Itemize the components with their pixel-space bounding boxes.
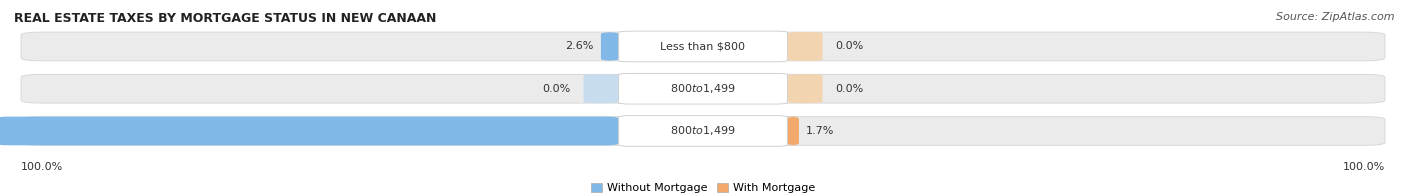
- Text: 0.0%: 0.0%: [835, 42, 863, 51]
- FancyBboxPatch shape: [583, 74, 619, 103]
- FancyBboxPatch shape: [21, 32, 1385, 61]
- Text: $800 to $1,499: $800 to $1,499: [671, 82, 735, 95]
- Text: $800 to $1,499: $800 to $1,499: [671, 124, 735, 137]
- FancyBboxPatch shape: [619, 73, 787, 104]
- Text: 1.7%: 1.7%: [806, 126, 834, 136]
- Text: 2.6%: 2.6%: [565, 42, 593, 51]
- FancyBboxPatch shape: [619, 116, 787, 146]
- FancyBboxPatch shape: [619, 31, 787, 62]
- Text: 0.0%: 0.0%: [543, 84, 571, 94]
- FancyBboxPatch shape: [787, 32, 823, 61]
- FancyBboxPatch shape: [0, 117, 619, 145]
- FancyBboxPatch shape: [785, 117, 801, 145]
- Text: REAL ESTATE TAXES BY MORTGAGE STATUS IN NEW CANAAN: REAL ESTATE TAXES BY MORTGAGE STATUS IN …: [14, 12, 436, 25]
- Text: Source: ZipAtlas.com: Source: ZipAtlas.com: [1277, 12, 1395, 22]
- Text: 0.0%: 0.0%: [835, 84, 863, 94]
- FancyBboxPatch shape: [600, 32, 619, 61]
- FancyBboxPatch shape: [787, 74, 823, 103]
- Legend: Without Mortgage, With Mortgage: Without Mortgage, With Mortgage: [591, 183, 815, 193]
- FancyBboxPatch shape: [21, 117, 1385, 145]
- Text: 100.0%: 100.0%: [21, 162, 63, 172]
- FancyBboxPatch shape: [21, 74, 1385, 103]
- Text: Less than $800: Less than $800: [661, 42, 745, 51]
- Text: 100.0%: 100.0%: [1343, 162, 1385, 172]
